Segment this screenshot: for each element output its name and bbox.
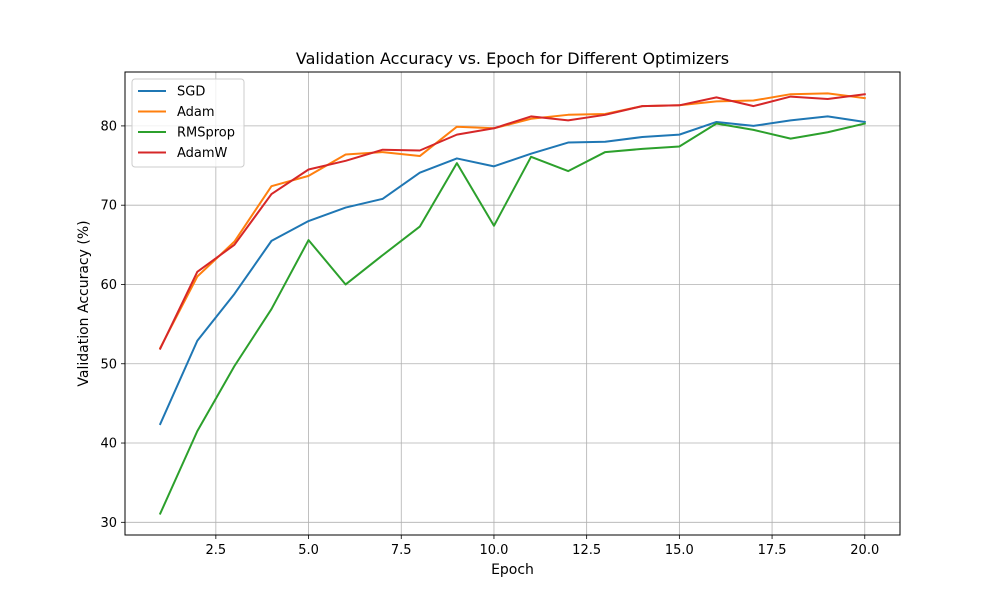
legend-entries: SGD Adam RMSprop AdamW — [138, 85, 235, 161]
series-line-adam — [158, 92, 866, 350]
legend-label-sgd: SGD — [177, 85, 205, 100]
legend: SGD Adam RMSprop AdamW — [131, 78, 245, 168]
x-tick-label: 7.5 — [391, 543, 412, 558]
x-tick-label: 2.5 — [206, 543, 227, 558]
y-tick-label: 60 — [100, 278, 117, 293]
plot-area-frame — [124, 71, 901, 536]
y-tick-label: 70 — [100, 199, 117, 214]
legend-label-adamw: AdamW — [177, 146, 228, 161]
x-tick-label: 10.0 — [479, 543, 508, 558]
x-tick-label: 20.0 — [850, 543, 879, 558]
series-line-adamw — [158, 93, 866, 351]
x-axis-label: Epoch — [491, 562, 534, 578]
y-tick-label: 80 — [100, 119, 117, 134]
chart-title: Validation Accuracy vs. Epoch for Differ… — [296, 49, 729, 68]
x-tick-label: 5.0 — [298, 543, 319, 558]
series-line-rmsprop — [158, 122, 866, 515]
legend-label-adam: Adam — [177, 105, 215, 120]
legend-box — [131, 78, 245, 168]
x-tick-label: 17.5 — [758, 543, 787, 558]
x-tick-label: 15.0 — [665, 543, 694, 558]
y-tick-label: 30 — [100, 516, 117, 531]
series-line-sgd — [158, 115, 866, 426]
legend-label-rmsprop: RMSprop — [177, 126, 235, 141]
x-tick-label: 12.5 — [572, 543, 601, 558]
series-lines — [158, 92, 866, 515]
y-tick-label: 50 — [100, 357, 117, 372]
y-tick-label: 40 — [100, 437, 117, 452]
y-axis-ticks: 30 40 50 60 70 80 — [100, 119, 125, 531]
y-axis-label: Validation Accuracy (%) — [76, 220, 92, 386]
x-axis-ticks: 2.5 5.0 7.5 10.0 12.5 15.0 17.5 20.0 — [206, 535, 879, 558]
